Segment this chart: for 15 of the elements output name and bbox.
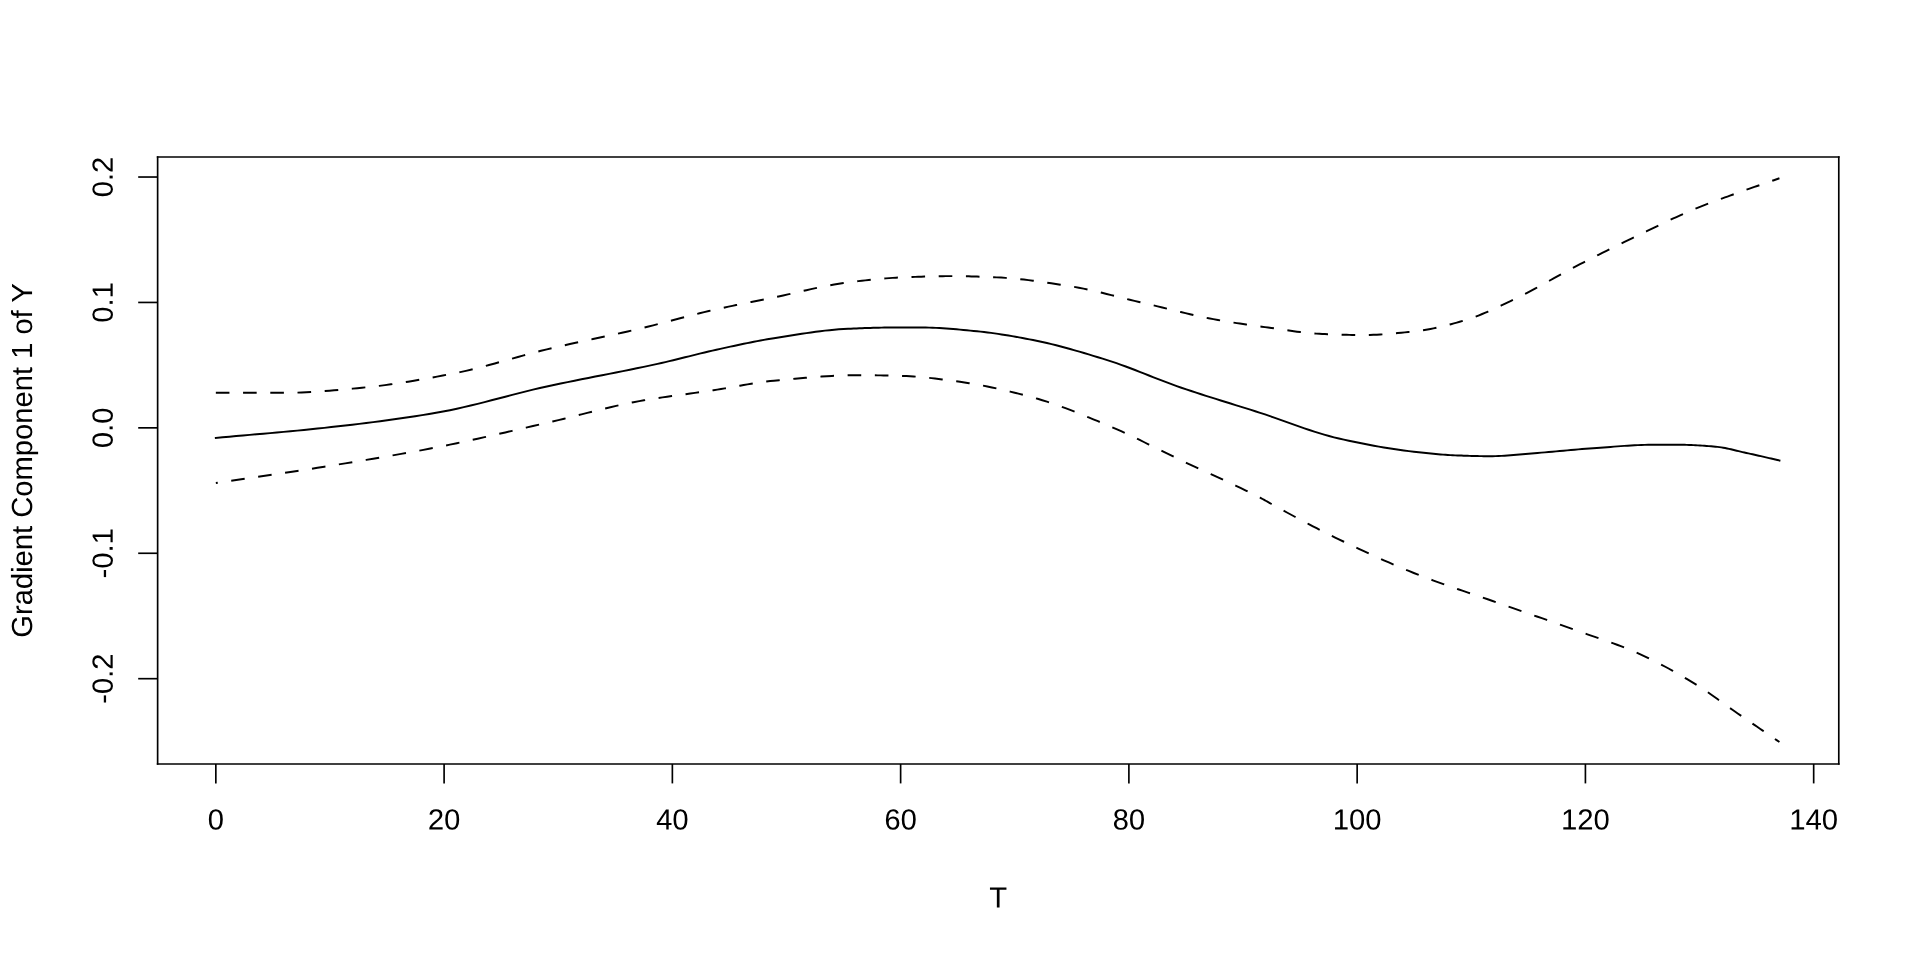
- x-tick-label: 100: [1335, 809, 1381, 830]
- y-tick-label: 0.0: [92, 408, 113, 447]
- x-tick-label: 80: [1113, 809, 1144, 830]
- y-tick-label: 0.2: [92, 158, 113, 197]
- x-tick-label: 140: [1791, 809, 1837, 830]
- x-tick-label: 0: [208, 809, 223, 830]
- y-tick-label: -0.1: [92, 529, 113, 578]
- x-tick-label: 20: [429, 809, 460, 830]
- x-tick-label: 60: [885, 809, 916, 830]
- x-tick-label: 120: [1563, 809, 1609, 830]
- x-tick-label: 40: [656, 809, 688, 830]
- y-tick-label: -0.2: [92, 655, 113, 703]
- y-tick-label: 0.1: [92, 283, 113, 322]
- y-axis-title: Gradient Component 1 of Y: [10, 283, 39, 637]
- x-axis-title: T: [989, 887, 1007, 908]
